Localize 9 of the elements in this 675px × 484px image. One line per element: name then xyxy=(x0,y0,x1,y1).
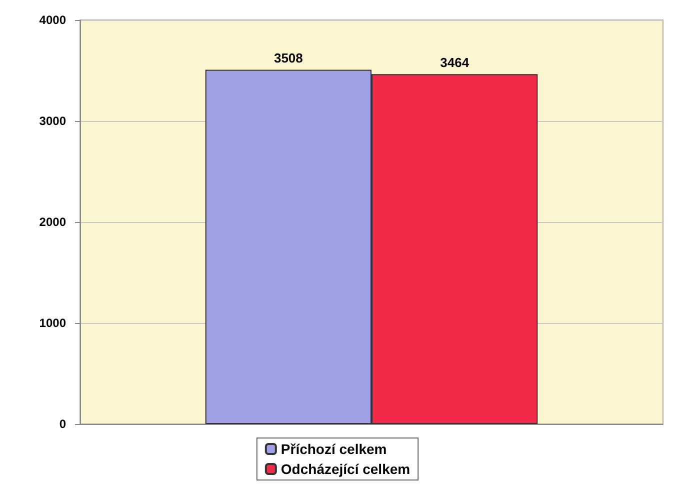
y-tick-label: 1000 xyxy=(39,316,66,330)
legend-label: Příchozí celkem xyxy=(280,441,387,457)
data-label: 3464 xyxy=(440,55,470,70)
y-tick-label: 4000 xyxy=(39,13,66,27)
legend-label: Odcházející celkem xyxy=(280,461,410,477)
y-tick-label: 3000 xyxy=(39,114,66,128)
y-tick-label: 2000 xyxy=(39,215,66,229)
y-tick-label: 0 xyxy=(59,417,66,431)
data-label: 3508 xyxy=(274,50,303,66)
